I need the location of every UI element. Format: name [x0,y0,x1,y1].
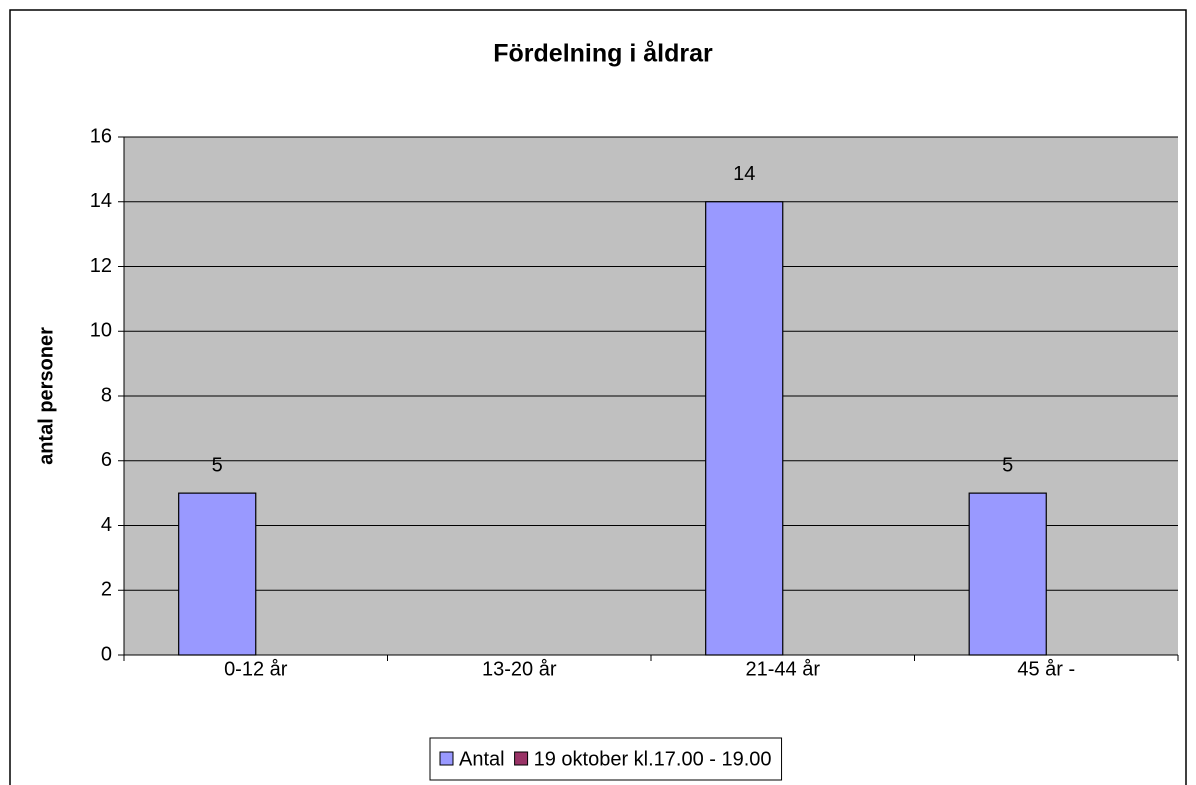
y-tick-label: 14 [90,190,112,212]
chart-border [9,9,1187,785]
y-tick-label: 6 [101,449,112,471]
legend-box [429,737,783,781]
y-tick-label: 4 [101,514,112,536]
y-tick-label: 8 [101,384,112,406]
bar [178,492,257,656]
legend-swatch [514,751,529,766]
y-tick-label: 2 [101,579,112,601]
x-tick-label: 45 år - [1017,658,1075,680]
bar [705,201,784,656]
bar [968,492,1047,656]
legend-label: Antal [459,748,505,770]
chart-title: Fördelning i åldrar [493,40,713,68]
legend-swatch [439,751,454,766]
x-tick-label: 13-20 år [482,658,557,680]
x-tick-label: 21-44 år [746,658,821,680]
y-axis-label: antal personer [35,327,57,465]
data-label: 14 [733,163,755,185]
x-tick-label: 0-12 år [224,658,288,680]
data-label: 5 [1002,454,1013,476]
y-tick-label: 12 [90,255,112,277]
y-tick-label: 16 [90,125,112,147]
legend-label: 19 oktober kl.17.00 - 19.00 [534,748,772,770]
y-tick-label: 10 [90,320,112,342]
data-label: 5 [212,454,223,476]
y-tick-label: 0 [101,643,112,665]
